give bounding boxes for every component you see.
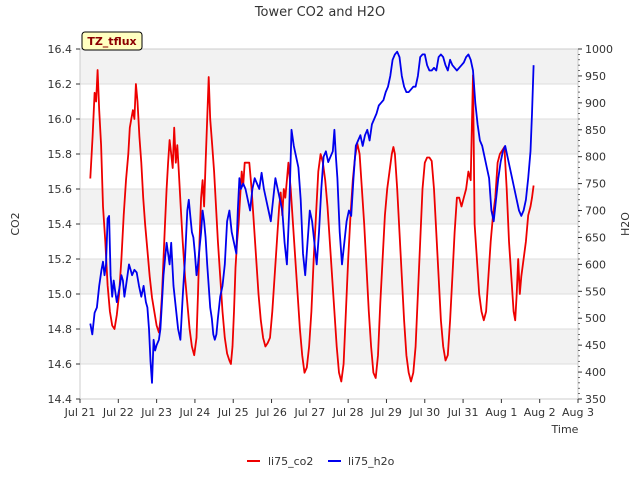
site-tag: TZ_tflux xyxy=(81,31,143,51)
plot-bands xyxy=(80,49,578,364)
x-tick-label: Jul 29 xyxy=(370,406,402,419)
y-right-tick-label: 500 xyxy=(585,312,606,325)
y-right-tick-label: 350 xyxy=(585,393,606,406)
y-axis-left-ticks: 14.4 14.6 14.8 15.0 15.2 15.4 15.6 15.8 16.0 16.2… xyxy=(48,43,80,406)
y-right-tick-label: 950 xyxy=(585,70,606,83)
x-axis-label: Time xyxy=(551,423,579,436)
x-tick-label: Aug 3 xyxy=(562,406,594,419)
x-tick-label: Jul 22 xyxy=(102,406,134,419)
y-left-tick-label: 16.4 xyxy=(48,43,73,56)
y-right-tick-label: 850 xyxy=(585,124,606,137)
y-left-tick-label: 14.4 xyxy=(48,393,73,406)
y-right-tick-label: 1000 xyxy=(585,43,613,56)
y-left-tick-label: 15.6 xyxy=(48,183,73,196)
x-tick-label: Jul 24 xyxy=(179,406,211,419)
y-left-tick-label: 16.0 xyxy=(48,113,73,126)
site-tag-text: TZ_tflux xyxy=(87,35,136,48)
y-right-tick-label: 700 xyxy=(585,205,606,218)
y-axis-left-label: CO2 xyxy=(9,212,22,235)
series-line-h2o xyxy=(89,50,535,384)
x-tick-label: Jul 30 xyxy=(408,406,440,419)
y-axis-right-label: H2O xyxy=(619,212,632,236)
y-right-tick-label: 900 xyxy=(585,97,606,110)
legend: li75_co2 li75_h2o xyxy=(247,455,395,468)
y-right-tick-label: 650 xyxy=(585,231,606,244)
series-layer xyxy=(89,50,535,384)
y-left-tick-label: 15.8 xyxy=(48,148,73,161)
chart-title: Tower CO2 and H2O xyxy=(254,5,385,20)
y-right-tick-label: 450 xyxy=(585,339,606,352)
x-tick-label: Jul 26 xyxy=(255,406,287,419)
y-left-tick-label: 14.8 xyxy=(48,323,73,336)
y-right-tick-label: 800 xyxy=(585,151,606,164)
legend-label-co2: li75_co2 xyxy=(268,455,313,468)
y-right-tick-label: 400 xyxy=(585,366,606,379)
y-right-tick-label: 550 xyxy=(585,285,606,298)
plot-band xyxy=(80,119,578,154)
y-right-tick-label: 750 xyxy=(585,178,606,191)
x-axis-ticks: Jul 21 Jul 22 Jul 23 Jul 24 Jul 25 Jul 26 Jul … xyxy=(64,399,594,419)
site-tag-box xyxy=(81,31,143,51)
y-left-tick-label: 15.0 xyxy=(48,288,73,301)
legend-label-h2o: li75_h2o xyxy=(348,455,395,468)
x-tick-label: Jul 27 xyxy=(293,406,325,419)
x-tick-label: Jul 23 xyxy=(140,406,172,419)
plot-band xyxy=(80,259,578,294)
y-left-tick-label: 14.6 xyxy=(48,358,73,371)
x-tick-label: Jul 25 xyxy=(217,406,249,419)
x-tick-label: Aug 1 xyxy=(485,406,517,419)
y-right-tick-label: 600 xyxy=(585,258,606,271)
x-tick-label: Jul 21 xyxy=(64,406,96,419)
y-left-tick-label: 15.2 xyxy=(48,253,73,266)
y-left-tick-label: 15.4 xyxy=(48,218,73,231)
plot-band xyxy=(80,329,578,364)
y-axis-right-ticks: 350 400 450 500 550 600 650 700 750 800 850 900 950 1… xyxy=(578,43,613,406)
x-tick-label: Jul 28 xyxy=(332,406,364,419)
plot-band xyxy=(80,49,578,84)
y-left-tick-label: 16.2 xyxy=(48,78,73,91)
x-tick-label: Jul 31 xyxy=(447,406,479,419)
x-tick-label: Aug 2 xyxy=(524,406,556,419)
